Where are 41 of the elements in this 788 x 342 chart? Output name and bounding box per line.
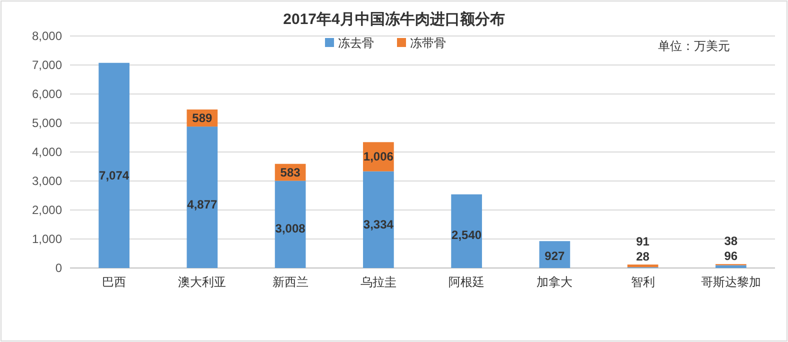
x-tick-label: 新西兰 [272,275,308,289]
data-label: 7,074 [99,168,130,183]
legend-label: 冻带骨 [410,36,446,50]
y-tick-label: 6,000 [32,87,62,101]
data-label: 1,006 [363,150,394,164]
x-tick-label: 智利 [630,275,655,289]
data-label: 583 [280,165,301,180]
y-tick-label: 5,000 [32,116,62,130]
data-label: 38 [724,234,738,248]
data-label: 589 [192,111,213,126]
data-label: 3,008 [275,222,306,236]
y-tick-label: 4,000 [32,145,62,159]
x-tick-label: 澳大利亚 [178,275,226,289]
y-tick-label: 8,000 [32,29,62,43]
y-tick-label: 3,000 [32,174,62,188]
y-tick-label: 2,000 [32,203,62,217]
data-label: 28 [636,250,650,264]
data-label: 927 [544,248,566,263]
bar [98,62,130,268]
bar [716,265,746,268]
x-tick-label: 乌拉圭 [360,275,396,289]
x-tick-label: 哥斯达黎加 [700,275,761,289]
y-tick-label: 0 [55,261,62,275]
bar [451,194,482,268]
data-label: 3,334 [363,217,394,232]
x-tick-label: 巴西 [102,275,126,289]
data-label: 96 [724,249,738,264]
x-tick-label: 阿根廷 [448,275,485,289]
bar [274,180,306,268]
data-label: 2,540 [452,228,482,242]
chart-title: 2017年4月中国冻牛肉进口额分布 [283,10,505,28]
y-tick-label: 1,000 [32,232,62,246]
bar [363,171,394,268]
legend-label: 冻去骨 [338,36,374,50]
bar [627,264,658,268]
y-tick-label: 7,000 [32,58,62,72]
data-label: 4,877 [187,197,218,212]
annotation: 单位：万美元 [658,39,730,53]
bar [186,126,218,268]
data-label: 91 [636,234,650,249]
x-tick-label: 加拿大 [536,275,573,289]
